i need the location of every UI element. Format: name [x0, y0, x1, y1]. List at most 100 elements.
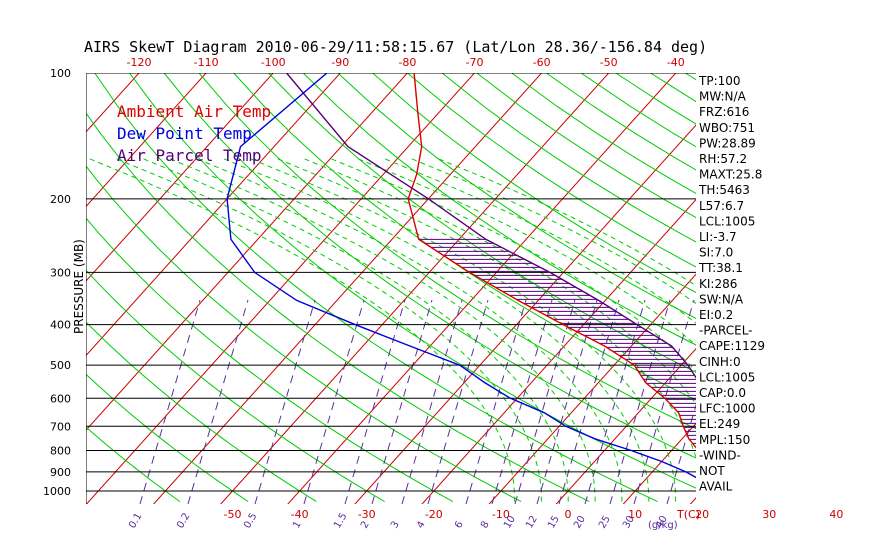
stat-entry: SW:N/A	[699, 292, 744, 306]
plot-area	[86, 53, 870, 531]
isotherm-line	[354, 124, 696, 504]
stat-entry: LFC:1000	[699, 402, 756, 416]
temperature-unit-label: T(C)	[676, 508, 700, 521]
moist-adiabat-lines	[88, 157, 696, 502]
mixing-ratio-line	[187, 299, 249, 504]
moist-adiabat-line	[383, 157, 696, 324]
legend: Ambient Air Temp Dew Point Temp Air Parcel…	[117, 102, 271, 165]
bottom-temperature-tick-label: -20	[425, 508, 443, 521]
stat-entry: -PARCEL-	[699, 324, 753, 338]
mixing-ratio-tick-label: 0.1	[127, 511, 144, 530]
top-temperature-tick-label: -120	[127, 56, 152, 69]
isotherm-line	[86, 73, 274, 282]
dry-adiabat-line	[824, 73, 870, 502]
moist-adiabat-line	[88, 157, 516, 502]
mixing-ratio-line	[609, 299, 671, 504]
stat-entry: MW:N/A	[699, 90, 747, 104]
mixing-ratio-line	[666, 403, 696, 504]
stat-entry: MAXT:25.8	[699, 168, 762, 182]
isotherm-line	[86, 73, 207, 208]
mixing-ratio-line	[558, 299, 620, 504]
bottom-temperature-tick-label: 40	[829, 508, 843, 521]
stat-entry: LCL:1005	[699, 214, 755, 228]
moist-adiabat-line	[437, 157, 696, 287]
pressure-tick-label: 600	[50, 392, 71, 405]
legend-entry: Air Parcel Temp	[117, 146, 262, 165]
moist-adiabat-line	[410, 157, 696, 305]
mixing-ratio-tick-label: 3	[389, 519, 402, 530]
stat-entry: LCL:1005	[699, 370, 755, 384]
bottom-temperature-tick-label: 20	[695, 508, 709, 521]
mixing-ratio-tick-label: 0.2	[175, 511, 192, 530]
mixing-ratio-tick-label: 0.5	[242, 511, 259, 530]
stat-entry: CAP:0.0	[699, 386, 746, 400]
stat-entry: LI:-3.7	[699, 230, 737, 244]
moist-adiabat-line	[195, 157, 623, 502]
isotherm-line	[220, 73, 610, 504]
isotherm-lines	[86, 53, 870, 531]
mixing-ratio-tick-label: 8	[479, 519, 492, 530]
ambient-temp-line	[407, 73, 696, 449]
stat-entry: TH:5463	[698, 183, 750, 197]
pressure-tick-label: 1000	[43, 485, 71, 498]
stat-entry: NOT	[699, 464, 725, 478]
dry-adiabat-line	[372, 73, 696, 293]
dry-adiabat-line	[337, 73, 696, 319]
isotherm-line	[800, 53, 870, 531]
isotherm-line	[555, 348, 696, 504]
pressure-tick-label: 300	[50, 266, 71, 279]
mixing-ratio-line	[465, 299, 527, 504]
moist-adiabat-line	[115, 157, 542, 502]
y-axis-label: PRESSURE (MB)	[72, 239, 86, 334]
dry-adiabat-line	[268, 73, 696, 373]
mixing-ratio-tick-label: 1	[291, 519, 304, 530]
isotherm-line	[689, 497, 696, 504]
mixing-ratio-line	[536, 299, 598, 504]
stat-entry: CINH:0	[699, 355, 741, 369]
legend-entry: Dew Point Temp	[117, 124, 252, 143]
mixing-ratio-tick-label: 4	[415, 519, 428, 530]
stat-entry: FRZ:616	[699, 105, 749, 119]
stat-entry: EL:249	[699, 417, 740, 431]
top-temperature-tick-label: -40	[667, 56, 685, 69]
isotherm-line	[488, 273, 696, 504]
pressure-tick-label: 800	[50, 444, 71, 457]
bottom-temperature-tick-label: -10	[492, 508, 510, 521]
legend-entry: Ambient Air Temp	[117, 102, 271, 121]
stat-entry: WBO:751	[699, 121, 755, 135]
mixing-ratio-tick-label: 20	[572, 514, 588, 531]
dry-adiabat-line	[789, 73, 870, 502]
moist-adiabat-line	[329, 157, 696, 372]
bottom-temperature-tick-label: 0	[565, 508, 572, 521]
mixing-ratio-unit-label: (g/kg)	[648, 520, 678, 531]
pressure-tick-label: 900	[50, 466, 71, 479]
pressure-tick-label: 100	[50, 67, 71, 80]
isotherm-line	[287, 73, 677, 504]
isobar-lines	[86, 73, 696, 504]
top-temperature-tick-label: -80	[398, 56, 416, 69]
stat-entry: MPL:150	[699, 433, 750, 447]
top-temperature-tick-label: -100	[261, 56, 286, 69]
mixing-ratio-line	[633, 299, 695, 504]
pressure-tick-label: 200	[50, 193, 71, 206]
stat-entry: KI:286	[699, 277, 737, 291]
mixing-ratio-line	[514, 299, 576, 504]
mixing-ratio-line	[584, 299, 646, 504]
bottom-temperature-tick-label: 30	[762, 508, 776, 521]
stat-entry: TP:100	[698, 74, 741, 88]
cape-hatch	[418, 238, 696, 448]
isotherm-line	[86, 73, 341, 357]
isotherm-line	[153, 73, 543, 504]
stat-entry: -WIND-	[699, 448, 741, 462]
mixing-ratio-line	[139, 299, 201, 504]
dry-adiabat-line	[302, 73, 696, 346]
bottom-temperature-ticks: -50 -40 -30 -20 -10 0 10 20 30 40	[224, 508, 844, 521]
top-temperature-tick-label: -50	[600, 56, 618, 69]
profile-lines	[226, 73, 696, 479]
moist-adiabat-line	[249, 157, 677, 502]
moist-adiabat-line	[222, 157, 650, 502]
stat-entry: SI:7.0	[699, 246, 733, 260]
mixing-ratio-tick-label: 6	[453, 519, 466, 530]
moist-adiabat-line	[356, 157, 696, 347]
